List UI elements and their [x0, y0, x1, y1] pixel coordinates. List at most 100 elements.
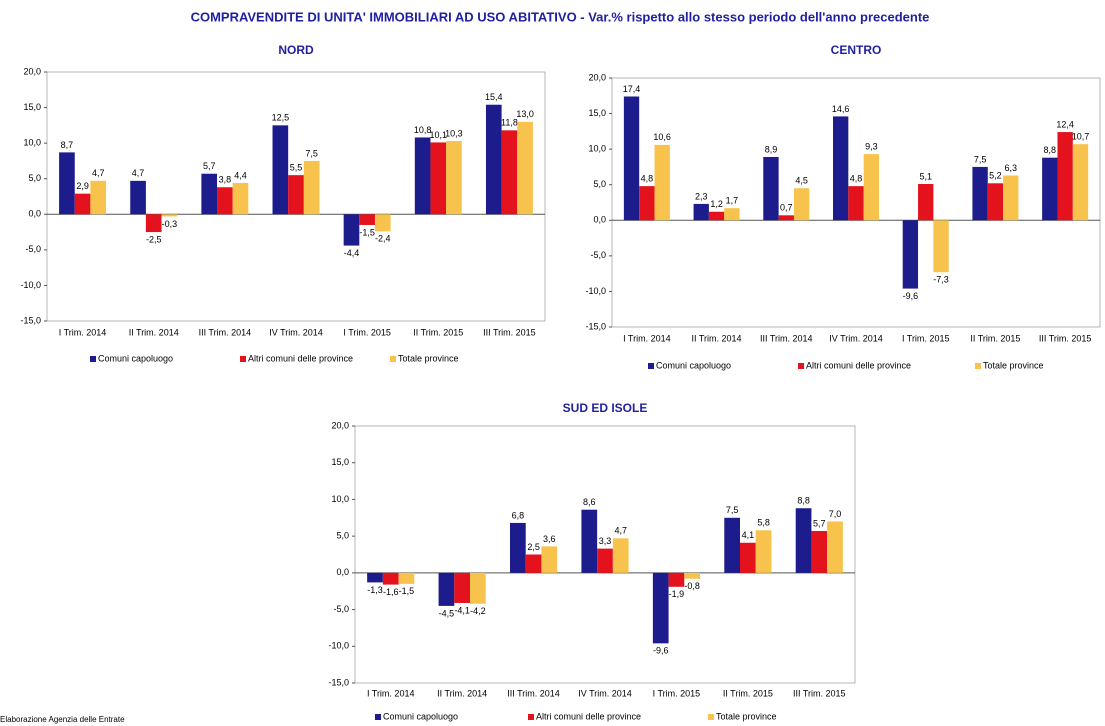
value-label: -4,5 — [439, 608, 455, 618]
legend-swatch — [528, 714, 534, 720]
chart-title: CENTRO — [831, 43, 882, 57]
y-tick-label: 0,0 — [336, 567, 349, 577]
bar — [832, 116, 849, 221]
x-tick-label: II Trim. 2014 — [129, 327, 179, 337]
bar — [684, 572, 700, 579]
legend-label: Altri comuni delle province — [536, 711, 641, 721]
bar — [1042, 157, 1058, 221]
value-label: 6,8 — [512, 510, 525, 520]
x-tick-label: III Trim. 2014 — [507, 688, 560, 698]
bar — [288, 175, 304, 215]
y-tick-label: 10,0 — [23, 138, 41, 148]
bar — [1003, 175, 1019, 221]
bar — [652, 572, 669, 644]
x-tick-label: II Trim. 2015 — [413, 327, 463, 337]
value-label: 9,3 — [865, 141, 878, 151]
bar — [795, 508, 812, 573]
value-label: -9,6 — [653, 646, 669, 656]
y-tick-label: -10,0 — [585, 286, 606, 296]
x-tick-label: I Trim. 2014 — [59, 327, 107, 337]
value-label: 10,1 — [430, 130, 448, 140]
x-tick-label: II Trim. 2014 — [692, 333, 742, 343]
value-label: 5,1 — [919, 171, 932, 181]
value-label: 8,7 — [61, 140, 74, 150]
bar — [654, 144, 670, 221]
value-label: 1,2 — [710, 199, 723, 209]
x-tick-label: III Trim. 2014 — [199, 327, 252, 337]
y-tick-label: -10,0 — [20, 280, 41, 290]
legend-label: Totale province — [716, 711, 777, 721]
x-tick-label: I Trim. 2015 — [653, 688, 701, 698]
main-title: COMPRAVENDITE DI UNITA' IMMOBILIARI AD U… — [191, 9, 930, 24]
bar — [517, 121, 533, 215]
value-label: -0,3 — [162, 219, 178, 229]
bar — [430, 142, 447, 215]
bar — [612, 538, 629, 573]
value-label: 6,3 — [1005, 163, 1018, 173]
value-label: 7,5 — [726, 505, 739, 515]
y-tick-label: 20,0 — [23, 66, 41, 76]
x-tick-label: II Trim. 2015 — [970, 333, 1020, 343]
x-tick-label: III Trim. 2014 — [760, 333, 813, 343]
y-tick-label: 10,0 — [331, 494, 349, 504]
bar — [454, 572, 470, 603]
legend-label: Altri comuni delle province — [806, 360, 911, 370]
legend-swatch — [798, 363, 804, 369]
bar — [359, 214, 375, 225]
bar — [1072, 144, 1089, 221]
bar — [902, 220, 919, 289]
value-label: 3,6 — [543, 534, 556, 544]
value-label: -4,4 — [344, 248, 360, 258]
x-tick-label: I Trim. 2014 — [623, 333, 671, 343]
y-tick-label: 5,0 — [593, 179, 606, 189]
value-label: 4,4 — [234, 170, 247, 180]
bar — [272, 125, 289, 215]
value-label: -1,3 — [367, 585, 383, 595]
y-tick-label: -15,0 — [585, 321, 606, 331]
value-label: 8,8 — [797, 496, 810, 506]
legend-swatch — [90, 356, 96, 362]
value-label: -2,4 — [375, 234, 391, 244]
value-label: 5,7 — [813, 518, 826, 528]
value-label: 5,7 — [203, 161, 216, 171]
bar — [918, 184, 934, 221]
bar — [933, 220, 949, 273]
bar — [623, 96, 640, 221]
bar — [367, 572, 383, 583]
bar — [232, 182, 249, 215]
bar — [485, 104, 502, 215]
y-tick-label: 15,0 — [23, 102, 41, 112]
bar — [724, 517, 740, 573]
bar — [382, 572, 399, 585]
bar — [374, 214, 391, 232]
bar — [597, 548, 613, 573]
value-label: 4,7 — [614, 526, 627, 536]
bar — [398, 572, 415, 584]
x-tick-label: I Trim. 2015 — [902, 333, 950, 343]
bar — [90, 180, 107, 215]
value-label: 8,6 — [583, 497, 596, 507]
x-tick-label: I Trim. 2015 — [343, 327, 391, 337]
bar — [145, 214, 162, 233]
x-tick-label: IV Trim. 2014 — [578, 688, 632, 698]
bar — [708, 211, 725, 221]
y-tick-label: 20,0 — [331, 420, 349, 430]
plot-frame — [354, 425, 856, 684]
y-tick-label: 5,0 — [28, 173, 41, 183]
legend-label: Comuni capoluogo — [656, 360, 731, 370]
y-tick-label: -15,0 — [328, 677, 349, 687]
value-label: 4,1 — [742, 530, 755, 540]
bar — [501, 130, 518, 215]
value-label: 17,4 — [623, 84, 641, 94]
y-tick-label: 0,0 — [593, 215, 606, 225]
y-tick-label: 5,0 — [336, 531, 349, 541]
value-label: 4,8 — [850, 174, 863, 184]
value-label: -1,5 — [359, 227, 375, 237]
x-tick-label: II Trim. 2014 — [437, 688, 487, 698]
value-label: 8,9 — [765, 144, 778, 154]
plot-frame — [46, 71, 546, 322]
value-label: 0,7 — [780, 203, 793, 213]
bar — [639, 186, 655, 221]
value-label: 3,8 — [219, 175, 232, 185]
